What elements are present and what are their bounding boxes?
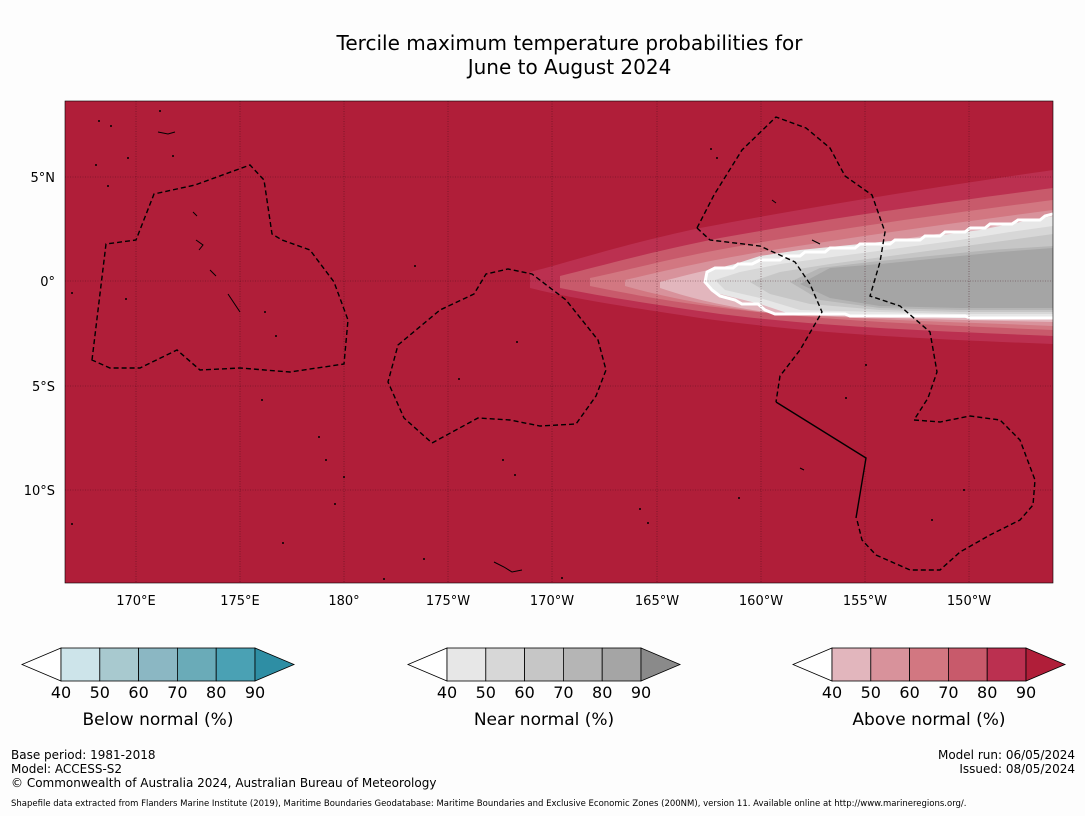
lon-label: 155°W [843,594,887,609]
islands [157,131,821,573]
footer-right: Model run: 06/05/2024 Issued: 08/05/2024 [938,748,1075,776]
colorbar-extend-low [20,647,62,682]
lat-label: 0° [40,275,55,290]
colorbar-segment [870,647,910,682]
colorbar-segment [909,647,949,682]
colorbar-extend-low [791,647,833,682]
colorbar-segment [948,647,988,682]
lat-label: 10°S [24,484,55,499]
map-plot-area [65,101,1053,583]
lon-label: 150°W [947,594,991,609]
eez-boundary-tokelau [387,268,607,444]
colorbar-tick-label: 90 [631,683,651,702]
colorbar-tick-label: 80 [592,683,612,702]
colorbar: 40 50 60 70 80 90 Near normal (%) [406,647,682,730]
above-normal-90-background [65,101,1053,583]
colorbar-segment [138,647,178,682]
colorbar-tick-label: 70 [553,683,573,702]
colorbar-segment [60,647,101,682]
eez-boundary-kiribati-line-islands-north [696,116,938,421]
model-run: Model run: 06/05/2024 [937,748,1075,762]
lat-label: 5°S [32,380,55,395]
colorbar-segment [176,647,217,682]
lon-label: 175°W [426,594,470,609]
lon-label: 180° [328,594,359,609]
colorbar-segment [99,647,140,682]
near-normal-80-region [800,248,1053,308]
colorbars: 40 50 60 70 80 90 Below normal (%) 40 50 60 70 80 90… [20,647,1067,730]
colorbar-tick-label: 40 [822,683,842,702]
colorbar-tick-label: 80 [977,683,997,702]
colorbar-tick-label: 70 [938,683,958,702]
lon-label: 165°W [635,594,679,609]
colorbar-segment [485,647,525,682]
colorbar-tick-label: 60 [514,683,534,702]
footer-left: Base period: 1981-2018 Model: ACCESS-S2 … [11,748,436,790]
colorbar-tick-label: 80 [206,683,226,702]
colorbar-segment [215,647,256,682]
chart-title: Tercile maximum temperature probabilitie… [0,31,1085,79]
colorbar-tick-label: 90 [245,683,265,702]
colorbar-tick-label: 60 [128,683,148,702]
colorbar-segment [986,647,1027,682]
colorbar-title: Near normal (%) [474,710,614,730]
eez-boundary-kiribati-line-islands-west [696,227,823,403]
model-name: Model: ACCESS-S2 [11,762,123,776]
near-normal-boundary-contour [703,212,1053,320]
colorbar-extend-high [1025,647,1067,682]
colorbar-segment [524,647,564,682]
lon-label: 170°E [116,594,156,609]
colorbar-tick-label: 70 [167,683,187,702]
map-frame [64,100,1054,584]
title-line-1: Tercile maximum temperature probabilitie… [336,31,803,55]
eez-boundary-tuvalu [91,164,349,373]
colorbar-tick-label: 40 [437,683,457,702]
eez-boundaries [91,116,1036,571]
graticule [65,101,1053,583]
longitude-labels: 170°E 175°E 180° 175°W 170°W 165°W 160°W… [116,594,991,609]
colorbar-tick-label: 50 [476,683,496,702]
colorbar-segment [563,647,603,682]
lon-label: 170°W [530,594,574,609]
colorbar-tick-label: 90 [1016,683,1036,702]
colorbar-segment [446,647,487,682]
colorbar-tick-label: 60 [899,683,919,702]
lat-label: 5°N [31,171,56,186]
copyright: © Commonwealth of Australia 2024, Austra… [11,776,437,790]
latitude-labels: 5°N 0° 5°S 10°S [24,171,55,499]
island-dots [71,110,965,580]
colorbar-tick-label: 50 [90,683,110,702]
colorbar-extend-high [640,647,682,682]
colorbar-extend-high [254,647,296,682]
issued-date: Issued: 08/05/2024 [959,762,1075,776]
base-period: Base period: 1981-2018 [11,748,156,762]
colorbar-segment [601,647,642,682]
colorbar-title: Below normal (%) [83,710,234,730]
colorbar-segment [831,647,872,682]
title-line-2: June to August 2024 [467,55,672,79]
lon-label: 175°E [220,594,260,609]
colorbar-title: Above normal (%) [852,710,1005,730]
lon-label: 160°W [739,594,783,609]
colorbar-tick-label: 40 [51,683,71,702]
shapefile-note: Shapefile data extracted from Flanders M… [11,799,967,809]
colorbar: 40 50 60 70 80 90 Above normal (%) [791,647,1067,730]
solid-boundary-line [775,401,867,519]
colorbar: 40 50 60 70 80 90 Below normal (%) [20,647,296,730]
colorbar-extend-low [406,647,448,682]
colorbar-tick-label: 50 [861,683,881,702]
eez-boundary-cook-islands-north [856,415,1036,571]
